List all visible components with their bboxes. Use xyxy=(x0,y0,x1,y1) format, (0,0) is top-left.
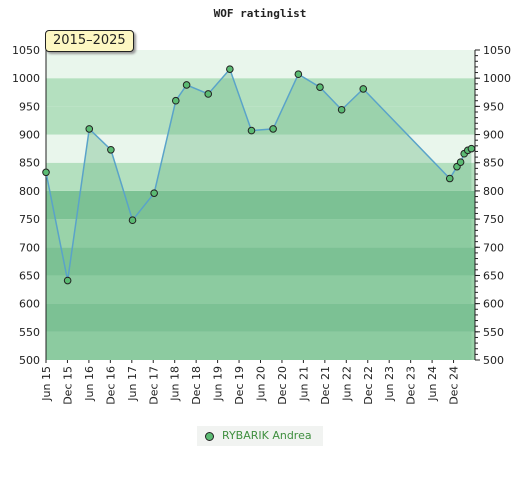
background-band xyxy=(46,219,475,248)
x-tick-label: Dec 23 xyxy=(405,366,418,405)
background-band xyxy=(46,275,475,304)
legend[interactable]: RYBARIK Andrea xyxy=(197,426,323,446)
plot-frame xyxy=(45,50,476,360)
x-tick-label: Dec 16 xyxy=(104,366,117,405)
x-tick-label: Jun 19 xyxy=(212,366,225,402)
left-y-tick-label: 600 xyxy=(19,298,40,311)
x-tick-label: Dec 19 xyxy=(233,366,246,405)
data-point xyxy=(226,65,234,73)
right-y-tick-label: 1000 xyxy=(483,72,511,85)
period-label: 2015–2025 xyxy=(45,30,134,52)
right-y-tick-label: 600 xyxy=(483,298,504,311)
x-tick-label: Jun 24 xyxy=(426,366,439,402)
rating-markers xyxy=(42,65,476,285)
x-tick-label: Jun 23 xyxy=(383,366,396,402)
rating-area xyxy=(46,69,472,360)
x-tick-label: Dec 18 xyxy=(190,366,203,405)
data-point xyxy=(150,189,158,197)
x-tick-label: Dec 22 xyxy=(362,366,375,405)
right-y-tick-label: 500 xyxy=(483,354,504,367)
left-y-tick-label: 1000 xyxy=(12,72,40,85)
x-tick-label: Jun 15 xyxy=(40,366,53,402)
x-tick-label: Dec 24 xyxy=(448,366,461,405)
left-y-axis: 500 550 600 650 700 750 800 850 900 950 1000 1050 xyxy=(12,44,40,367)
left-y-tick-label: 800 xyxy=(19,185,40,198)
right-y-tick-label: 750 xyxy=(483,213,504,226)
x-tick-label: Jun 22 xyxy=(340,366,353,402)
data-point xyxy=(107,145,115,154)
background-band xyxy=(46,247,475,276)
data-point xyxy=(467,144,476,153)
data-point xyxy=(204,90,213,98)
data-point xyxy=(456,158,465,166)
data-point xyxy=(85,125,94,133)
left-y-tick-label: 700 xyxy=(19,241,40,254)
data-point xyxy=(445,174,454,183)
right-y-tick-label: 850 xyxy=(483,157,504,170)
data-point xyxy=(63,276,72,285)
background-band xyxy=(46,190,475,220)
background-band xyxy=(46,162,475,191)
x-tick-label: Dec 15 xyxy=(61,366,74,405)
left-y-tick-label: 1050 xyxy=(12,44,40,57)
legend-label: RYBARIK Andrea xyxy=(222,429,312,442)
data-point xyxy=(171,96,180,105)
x-axis: Jun 15 Dec 15 Jun 16 Dec 16 Jun 17 Dec 17 Jun … xyxy=(40,360,461,405)
right-y-tick-label: 900 xyxy=(483,129,504,142)
x-tick-label: Dec 20 xyxy=(276,366,289,405)
data-point xyxy=(337,105,346,114)
data-point xyxy=(269,125,277,133)
left-y-tick-label: 900 xyxy=(19,129,40,142)
right-y-tick-label: 800 xyxy=(483,185,504,198)
data-point xyxy=(42,168,50,177)
right-y-axis: 500 550 600 650 700 750 800 850 900 950 1000 1050 xyxy=(475,44,511,367)
data-point xyxy=(128,216,137,225)
background-band xyxy=(46,303,475,332)
data-point xyxy=(247,126,256,135)
x-tick-label: Jun 17 xyxy=(126,366,139,402)
right-y-tick-label: 550 xyxy=(483,326,504,339)
left-y-tick-label: 750 xyxy=(19,213,40,226)
left-y-tick-label: 650 xyxy=(19,269,40,282)
background-band xyxy=(46,134,475,163)
x-tick-label: Dec 21 xyxy=(319,366,332,405)
background-band xyxy=(46,331,475,360)
right-y-tick-label: 1050 xyxy=(483,44,511,57)
background-band xyxy=(46,78,475,107)
x-tick-label: Jun 18 xyxy=(169,366,182,402)
left-y-tick-label: 500 xyxy=(19,354,40,367)
data-point xyxy=(182,81,191,89)
left-y-tick-label: 850 xyxy=(19,157,40,170)
right-y-tick-label: 650 xyxy=(483,269,504,282)
rating-area-fill xyxy=(46,69,472,360)
x-tick-label: Jun 20 xyxy=(255,366,268,402)
legend-marker xyxy=(205,432,214,441)
background-bands xyxy=(46,50,475,360)
right-y-tick-label: 700 xyxy=(483,241,504,254)
background-band xyxy=(46,50,475,79)
data-point xyxy=(316,83,324,91)
data-point xyxy=(359,85,368,93)
left-y-tick-label: 950 xyxy=(19,100,40,113)
x-tick-label: Jun 21 xyxy=(297,366,310,402)
chart-title: WOF ratinglist xyxy=(214,7,307,20)
x-tick-label: Jun 16 xyxy=(83,366,96,402)
right-y-tick-label: 950 xyxy=(483,100,504,113)
data-point xyxy=(294,70,303,79)
left-y-tick-label: 550 xyxy=(19,326,40,339)
x-tick-label: Dec 17 xyxy=(147,366,160,405)
